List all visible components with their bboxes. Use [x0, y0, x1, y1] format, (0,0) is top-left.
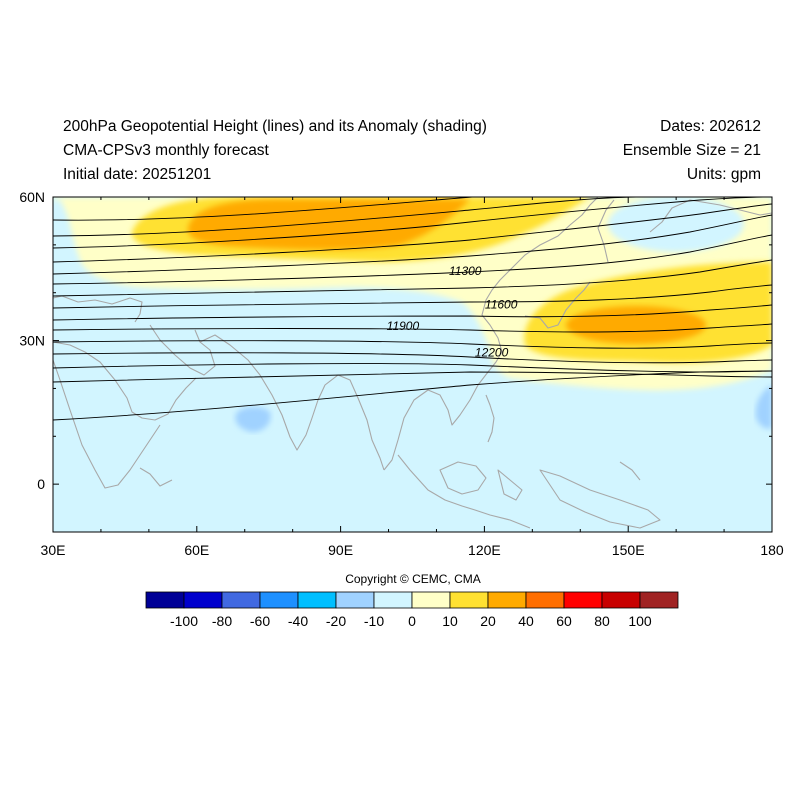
lon-tick-label: 60E [184, 542, 209, 558]
anomaly-negative-north-pacific [608, 197, 744, 252]
height-contours [53, 197, 772, 421]
lat-tick-label: 0 [37, 476, 45, 492]
title-left-line3: Initial date: 20251201 [63, 166, 212, 183]
title-left-line1: 200hPa Geopotential Height (lines) and i… [63, 118, 487, 135]
lon-tick-label: 90E [328, 542, 353, 558]
colorbar-label: -60 [250, 613, 270, 629]
colorbar-label: 60 [556, 613, 572, 629]
colorbar-swatch [373, 591, 413, 609]
colorbar-label: -20 [326, 613, 346, 629]
title-left-line2: CMA-CPSv3 monthly forecast [63, 142, 269, 159]
title-right-line1: Dates: 202612 [660, 118, 761, 135]
lon-tick-label: 150E [612, 542, 645, 558]
anomaly-negative-arabian-sea [235, 406, 271, 432]
title-right-line3: Units: gpm [686, 166, 761, 183]
contour-label: 11900 [387, 319, 420, 333]
colorbar-label: -10 [364, 613, 384, 629]
title-right-line2: Ensemble Size = 21 [622, 142, 761, 159]
colorbar-swatch [449, 591, 489, 609]
contour-labels: 11300 11600 11900 12200 [387, 264, 518, 360]
colorbar-swatch [563, 591, 603, 609]
colorbar-swatch [639, 591, 679, 609]
map-axes: 30E 60E 90E 120E 150E 180 60N 30N 0 [19, 189, 784, 558]
colorbar-swatch [259, 591, 299, 609]
colorbar-swatch [487, 591, 527, 609]
colorbar-swatch [221, 591, 261, 609]
copyright-text: Copyright © CEMC, CMA [345, 572, 481, 586]
contour-label: 11600 [485, 298, 518, 312]
coastlines [53, 197, 772, 529]
contour-label: 12200 [475, 346, 509, 360]
contour-label: 11300 [449, 264, 482, 278]
lat-tick-label: 60N [19, 189, 45, 205]
map-area: 11300 11600 11900 12200 [53, 197, 772, 532]
map-frame [52, 196, 773, 533]
colorbar-label: 80 [594, 613, 610, 629]
colorbar-swatch [335, 591, 375, 609]
colorbar-swatch [525, 591, 565, 609]
lon-tick-label: 30E [41, 542, 66, 558]
anomaly-negative-east-edge [755, 385, 772, 429]
lat-tick-label: 30N [19, 333, 45, 349]
colorbar-label: 100 [628, 613, 652, 629]
colorbar-label: -40 [288, 613, 308, 629]
colorbar-label: 0 [408, 613, 416, 629]
colorbar-label: 20 [480, 613, 496, 629]
colorbar-label: -80 [212, 613, 232, 629]
lon-tick-label: 120E [468, 542, 501, 558]
colorbar-swatch [601, 591, 641, 609]
colorbar-label: 10 [442, 613, 458, 629]
anomaly-20-40-eurasia [187, 199, 470, 250]
lon-tick-label: 180 [760, 542, 784, 558]
colorbar-swatch [145, 591, 185, 609]
colorbar: -100 -80 -60 -40 -20 -10 0 10 20 40 60 80 100 [145, 591, 679, 629]
colorbar-label: -100 [170, 613, 198, 629]
colorbar-label: 40 [518, 613, 534, 629]
colorbar-swatch [183, 591, 223, 609]
colorbar-swatch [297, 591, 337, 609]
colorbar-swatch [411, 591, 451, 609]
